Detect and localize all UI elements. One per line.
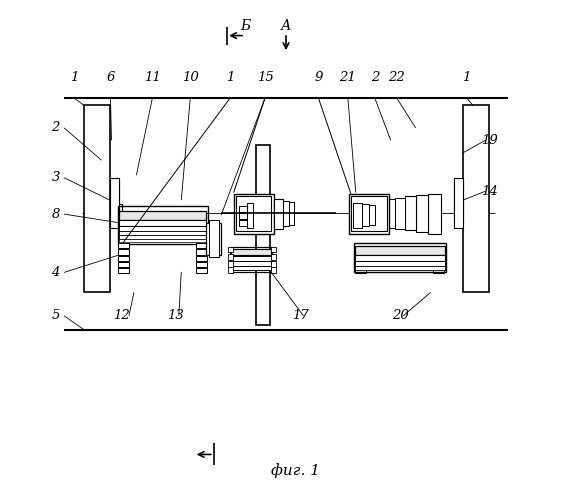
Text: 5: 5	[51, 310, 60, 322]
Bar	[239, 220, 248, 226]
Text: А: А	[281, 18, 291, 32]
Bar	[228, 268, 233, 274]
Bar	[196, 262, 207, 267]
Bar	[355, 246, 366, 252]
Text: 6: 6	[106, 72, 114, 85]
Bar	[118, 268, 129, 273]
Text: 13: 13	[167, 310, 184, 322]
Bar	[433, 254, 444, 260]
Bar	[228, 254, 233, 260]
Bar	[196, 242, 207, 248]
Bar	[454, 178, 463, 228]
Bar	[110, 178, 119, 228]
Text: 1: 1	[226, 72, 235, 85]
Bar	[206, 222, 221, 255]
Text: 11: 11	[144, 72, 161, 85]
Bar	[209, 220, 219, 258]
Bar	[386, 198, 395, 228]
Text: 1: 1	[70, 72, 78, 85]
Bar	[354, 243, 446, 272]
Bar	[119, 211, 206, 220]
Bar	[355, 254, 366, 260]
Bar	[118, 256, 129, 261]
Text: 22: 22	[388, 72, 405, 85]
Text: 3: 3	[51, 171, 60, 184]
Bar	[355, 255, 444, 261]
Bar	[355, 268, 366, 274]
Bar	[362, 204, 370, 226]
Text: 10: 10	[182, 72, 198, 85]
Text: 20: 20	[392, 310, 409, 322]
Bar	[355, 261, 444, 266]
Bar	[228, 246, 233, 252]
Bar	[196, 249, 207, 255]
Bar	[231, 262, 271, 266]
Text: 14: 14	[481, 184, 498, 198]
Bar	[84, 106, 110, 292]
Text: 17: 17	[292, 310, 308, 322]
Bar	[118, 206, 208, 244]
Bar	[118, 242, 129, 248]
Bar	[110, 204, 122, 221]
Bar	[353, 202, 362, 228]
Bar	[463, 106, 489, 292]
Text: 8: 8	[51, 208, 60, 220]
Bar	[196, 256, 207, 261]
Bar	[119, 220, 206, 226]
Bar	[118, 262, 129, 267]
Text: 9: 9	[314, 72, 323, 85]
Bar	[231, 256, 271, 261]
Bar	[433, 261, 444, 267]
Bar	[228, 261, 233, 267]
Bar	[433, 246, 444, 252]
Text: 15: 15	[257, 72, 273, 85]
Bar	[119, 238, 206, 242]
Bar	[256, 146, 270, 325]
Bar	[271, 254, 276, 260]
Bar	[230, 247, 272, 272]
Bar	[231, 266, 271, 270]
Text: 12: 12	[113, 310, 130, 322]
Bar	[236, 196, 271, 231]
Bar	[118, 249, 129, 255]
Bar	[351, 196, 387, 231]
Bar	[271, 261, 276, 267]
Bar	[416, 195, 428, 232]
Bar	[395, 198, 404, 228]
Bar	[355, 266, 444, 270]
Text: 1: 1	[462, 72, 471, 85]
Bar	[289, 202, 294, 225]
Text: 4: 4	[51, 266, 60, 279]
Bar	[110, 204, 122, 221]
Bar	[233, 194, 273, 234]
Text: 2: 2	[371, 72, 379, 85]
Bar	[271, 246, 276, 252]
Text: 2: 2	[51, 122, 60, 134]
Bar	[196, 268, 207, 273]
Bar	[239, 206, 248, 212]
Bar	[355, 246, 444, 255]
Bar	[454, 181, 463, 221]
Bar	[349, 194, 389, 234]
Bar	[355, 261, 366, 267]
Bar	[428, 194, 440, 234]
Bar	[239, 213, 248, 219]
Bar	[271, 268, 276, 274]
Bar	[273, 198, 283, 228]
Bar	[119, 235, 206, 238]
Text: фиг. 1: фиг. 1	[272, 463, 320, 478]
Bar	[404, 196, 416, 230]
Text: Б: Б	[240, 18, 250, 32]
Bar	[433, 268, 444, 274]
Bar	[231, 249, 271, 255]
Bar	[283, 201, 289, 226]
Bar	[119, 226, 206, 231]
Text: 19: 19	[481, 134, 498, 147]
Bar	[110, 180, 119, 220]
Text: 21: 21	[339, 72, 356, 85]
Bar	[369, 205, 375, 225]
Bar	[247, 202, 253, 228]
Bar	[119, 231, 206, 235]
